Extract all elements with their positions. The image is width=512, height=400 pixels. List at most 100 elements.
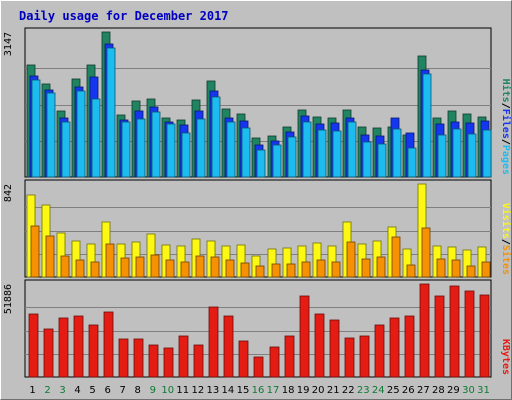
panel-visits_sites: 842 Visits/Sites — [3, 179, 512, 278]
bar-kbytes-2 — [43, 328, 54, 378]
bar-pages-25 — [392, 128, 402, 178]
bar-kbytes-5 — [88, 324, 99, 378]
bar-pages-7 — [121, 121, 131, 178]
bar-sites-4 — [75, 259, 85, 278]
x-tick-label: 1 — [29, 385, 35, 396]
bar-sites-14 — [225, 259, 235, 278]
panel-legend: KBytes — [500, 339, 511, 375]
chart-panels: 3147 Hits/Files/Pages 842 Visits/Sites 51886… — [3, 27, 512, 378]
chart-title: Daily usage for December 2017 — [19, 9, 229, 23]
bar-sites-11 — [180, 261, 190, 278]
bar-pages-2 — [46, 92, 56, 178]
bar-kbytes-22 — [344, 337, 355, 378]
bar-sites-1 — [30, 225, 40, 278]
bar-pages-14 — [226, 121, 236, 178]
x-tick-label: 26 — [402, 385, 415, 396]
bar-pages-23 — [362, 141, 372, 178]
x-tick-label: 31 — [477, 385, 490, 396]
bar-kbytes-19 — [299, 295, 310, 378]
bar-pages-22 — [347, 121, 357, 178]
bar-pages-17 — [272, 144, 282, 178]
x-tick-label: 15 — [237, 385, 250, 396]
bar-kbytes-25 — [389, 317, 400, 378]
bar-pages-29 — [452, 128, 462, 178]
x-axis: 1 2 3 4 5 6 7 8 9 10 11 12 13 14 15 16 17 18 19 20 21 22 23 24 2… — [29, 385, 490, 396]
bar-kbytes-12 — [193, 344, 204, 378]
x-tick-label: 19 — [297, 385, 310, 396]
bar-pages-28 — [437, 134, 447, 178]
x-tick-label: 17 — [267, 385, 280, 396]
legend-separator: / — [500, 139, 511, 145]
x-tick-label: 5 — [89, 385, 95, 396]
legend-separator: / — [500, 239, 511, 245]
bar-kbytes-28 — [434, 295, 445, 378]
x-tick-label: 30 — [462, 385, 475, 396]
bar-sites-12 — [195, 255, 205, 278]
panel-legend: Visits/Sites — [500, 203, 512, 275]
bar-pages-6 — [106, 47, 116, 178]
bar-pages-11 — [181, 132, 191, 178]
bar-pages-19 — [302, 121, 312, 178]
x-tick-label: 3 — [59, 385, 65, 396]
bar-kbytes-14 — [223, 315, 234, 378]
bar-pages-3 — [61, 121, 71, 178]
bar-sites-3 — [60, 255, 70, 278]
x-tick-label: 27 — [417, 385, 430, 396]
bar-pages-12 — [196, 118, 206, 178]
bar-kbytes-7 — [118, 338, 129, 378]
bar-sites-31 — [481, 261, 491, 278]
x-tick-label: 28 — [432, 385, 445, 396]
bars — [26, 31, 492, 178]
bar-pages-30 — [467, 133, 477, 178]
bar-pages-18 — [287, 136, 297, 178]
panel-legend: Hits/Files/Pages — [500, 79, 512, 175]
bar-kbytes-15 — [238, 340, 249, 378]
bars — [26, 183, 491, 278]
legend-text: Visits/Sites — [500, 203, 512, 275]
bar-pages-9 — [151, 111, 161, 178]
bar-sites-18 — [286, 263, 296, 278]
x-tick-label: 7 — [120, 385, 126, 396]
bar-kbytes-6 — [103, 311, 114, 378]
panel-max-label: 842 — [3, 184, 14, 202]
bar-pages-1 — [31, 79, 41, 178]
bar-pages-24 — [377, 143, 387, 178]
x-tick-label: 25 — [387, 385, 400, 396]
bar-kbytes-24 — [374, 324, 385, 378]
bar-sites-7 — [120, 257, 130, 278]
panel-hits_files_pages: 3147 Hits/Files/Pages — [3, 27, 512, 178]
bar-sites-19 — [301, 261, 311, 278]
bar-pages-4 — [76, 90, 86, 178]
x-tick-label: 2 — [44, 385, 50, 396]
panel-max-label: 51886 — [3, 284, 14, 314]
legend-hits: Hits — [500, 79, 512, 103]
bar-kbytes-3 — [58, 317, 69, 378]
legend-kbytes: KBytes — [500, 339, 511, 375]
bar-kbytes-21 — [329, 319, 340, 378]
legend-separator: / — [500, 103, 511, 109]
bar-pages-26 — [407, 147, 417, 178]
bar-pages-5 — [91, 98, 101, 178]
bar-kbytes-31 — [479, 294, 490, 378]
bar-pages-21 — [332, 130, 342, 178]
bar-pages-31 — [482, 129, 492, 178]
x-tick-label: 14 — [222, 385, 235, 396]
x-tick-label: 18 — [282, 385, 295, 396]
bar-sites-5 — [90, 261, 100, 278]
bar-sites-8 — [135, 256, 145, 278]
bar-sites-23 — [361, 258, 371, 278]
bar-kbytes-8 — [133, 338, 144, 378]
bar-kbytes-26 — [404, 315, 415, 378]
legend-visits: Visits — [500, 203, 512, 239]
bar-sites-13 — [210, 256, 220, 278]
bar-sites-24 — [376, 256, 386, 278]
legend-text: Hits/Files/Pages — [500, 79, 512, 175]
x-tick-label: 8 — [135, 385, 141, 396]
bar-sites-27 — [421, 227, 431, 278]
bar-pages-27 — [422, 73, 432, 178]
bars — [28, 283, 490, 378]
bar-sites-26 — [406, 264, 416, 278]
panel-max-label: 3147 — [3, 32, 14, 56]
x-tick-label: 16 — [252, 385, 265, 396]
